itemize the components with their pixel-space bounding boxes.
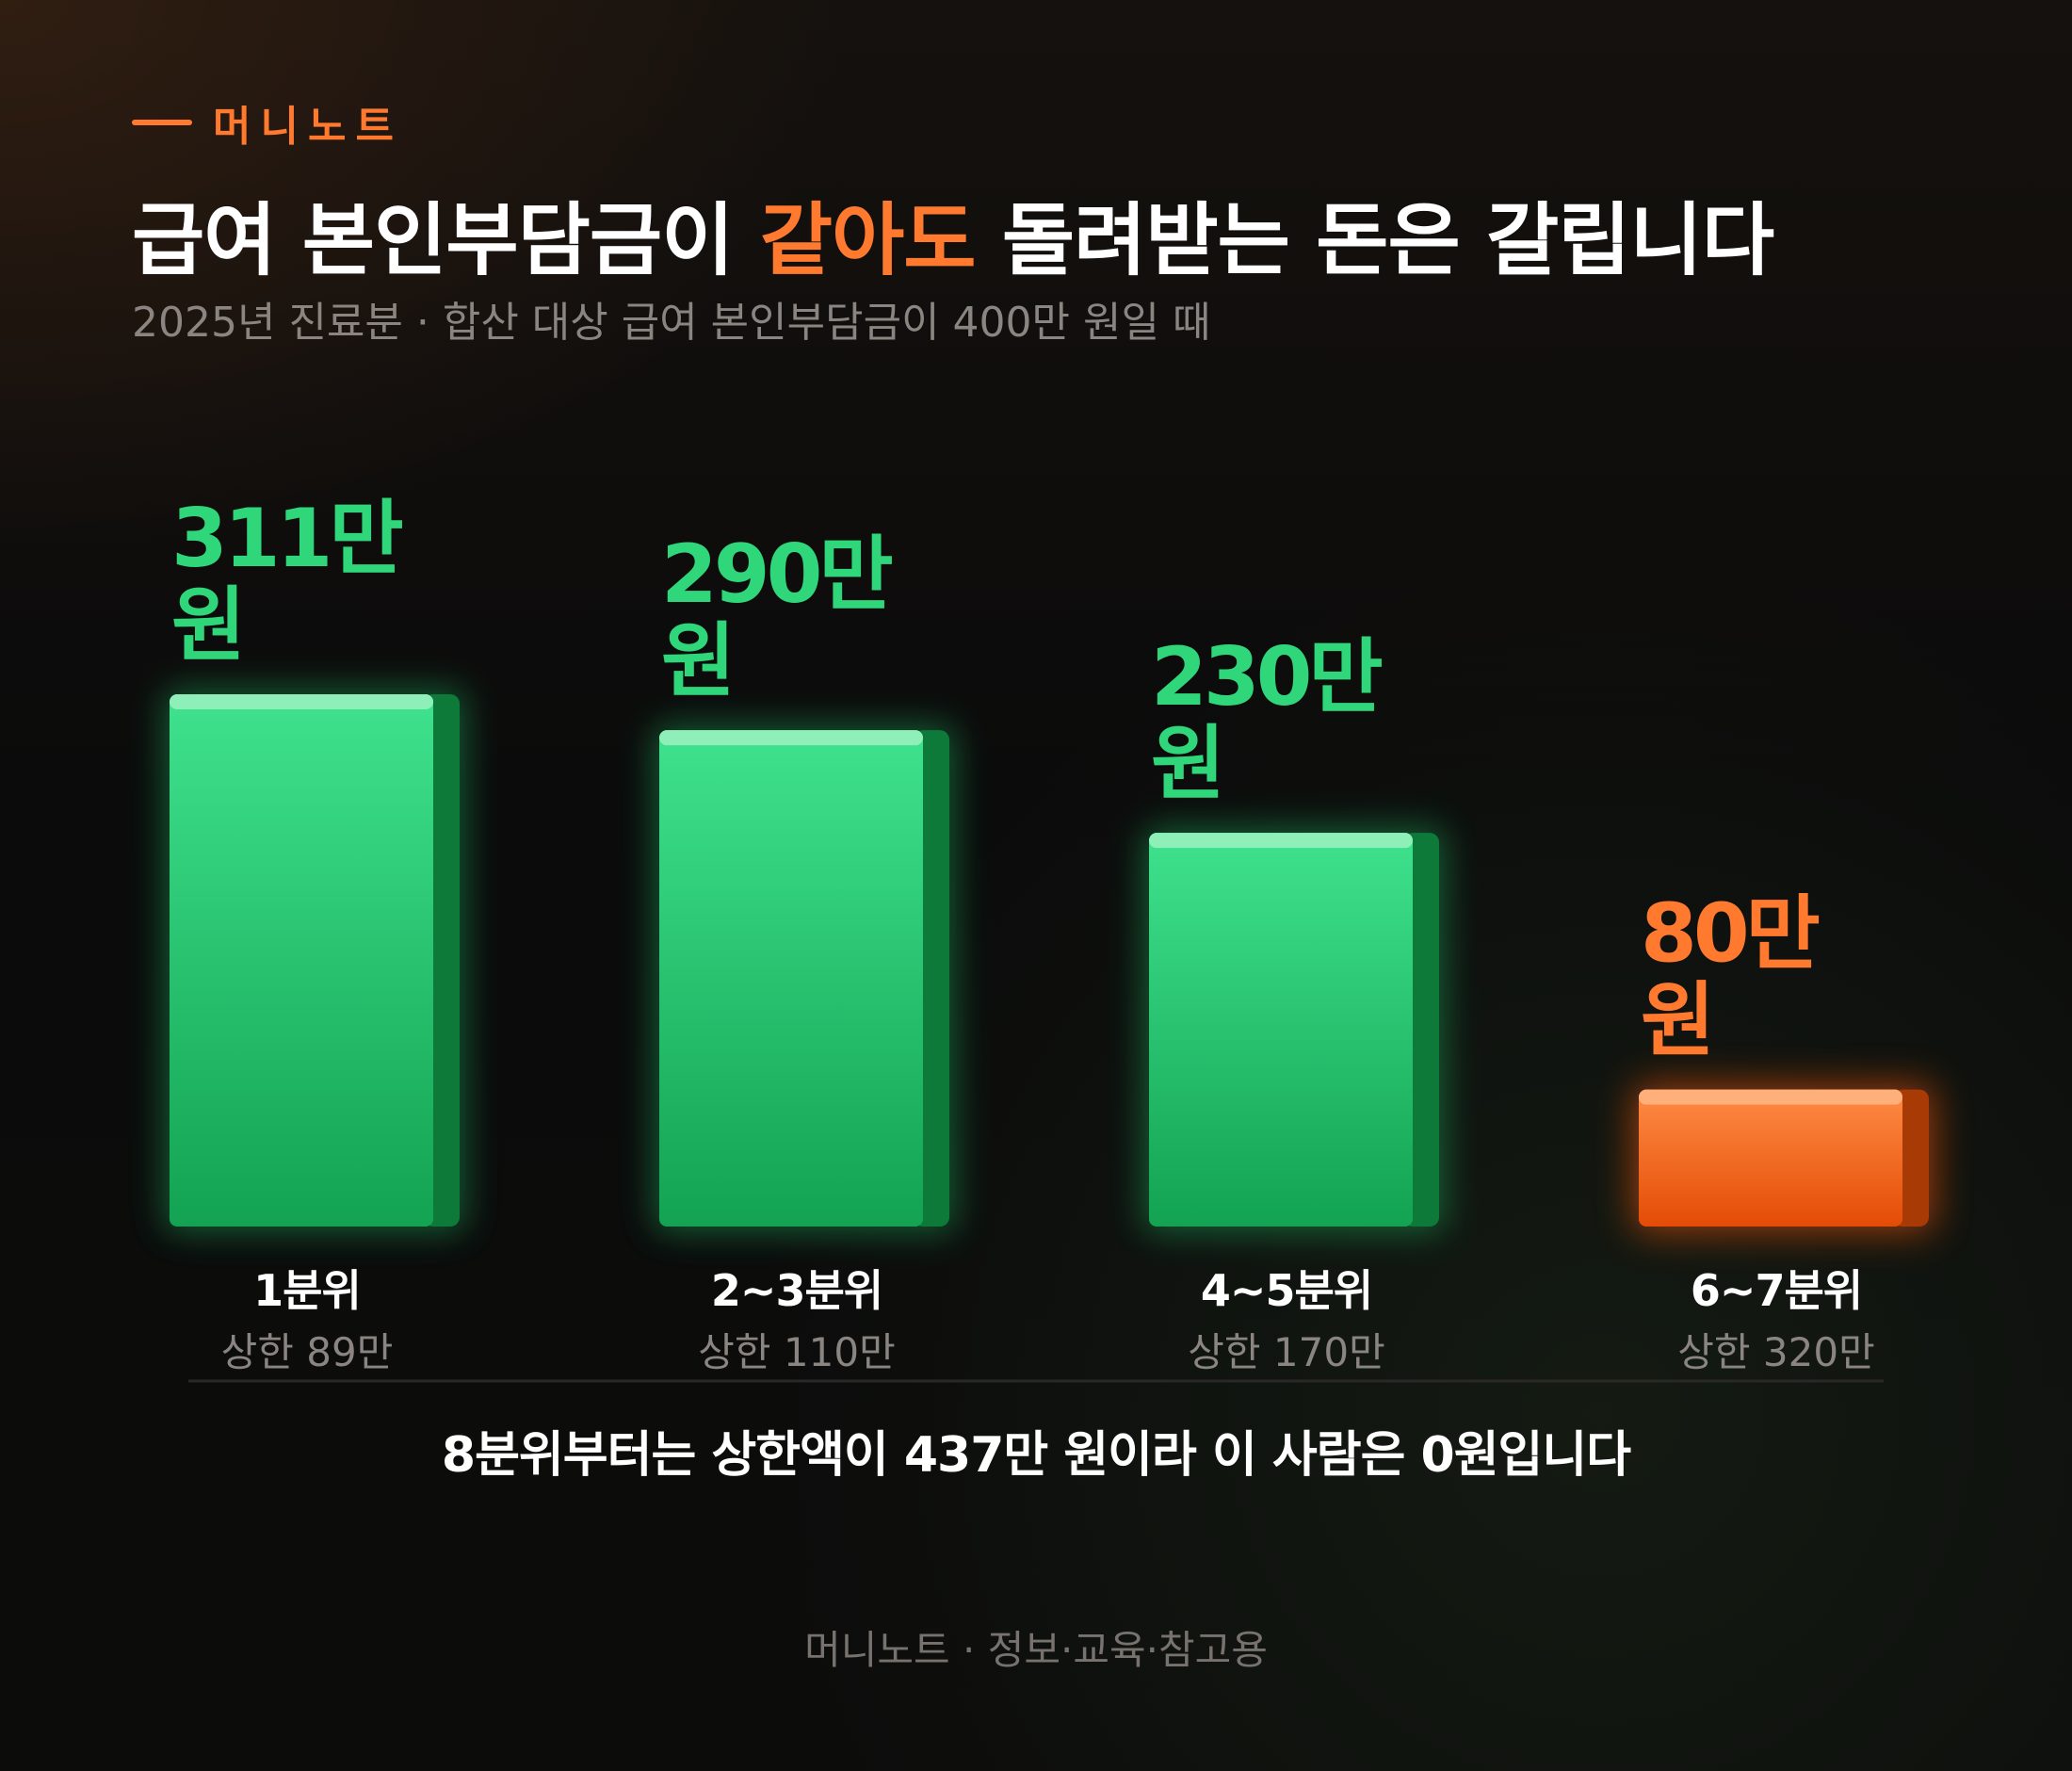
brand-header: 머니노트 [132, 94, 403, 151]
title-highlight: 같아도 [759, 194, 977, 286]
bar-top-highlight [170, 694, 433, 710]
title-after: 돌려받는 돈은 갈립니다 [975, 194, 1774, 286]
bar [1149, 833, 1413, 1227]
cap-label: 상한 89만 [221, 1329, 394, 1375]
bar-value-label: 311만 [171, 492, 403, 586]
page-title: 급여 본인부담금이 같아도 돌려받는 돈은 갈립니다 [132, 177, 1774, 291]
bar-value-label: 80만 [1641, 887, 1820, 982]
brand-accent-line [132, 120, 192, 125]
bar-top-highlight [1639, 1089, 1902, 1105]
category-label: 2~3분위 [711, 1265, 882, 1316]
bar-value-label: 원 [661, 614, 732, 708]
bar-top-highlight [659, 730, 923, 746]
bar-value-label: 원 [1151, 717, 1222, 811]
category-label: 1분위 [253, 1265, 361, 1316]
bar-value-label: 230만 [1151, 630, 1383, 724]
bar-value-label: 290만 [661, 528, 893, 622]
bar [1639, 1089, 1902, 1227]
bar [170, 694, 433, 1227]
note-text: 8분위부터는 상한액이 437만 원이라 이 사람은 0원입니다 [441, 1427, 1631, 1484]
bar-value-label: 원 [171, 578, 242, 673]
title-before: 급여 본인부담금이 [132, 194, 760, 286]
bar [659, 730, 923, 1227]
category-label: 6~7분위 [1691, 1265, 1862, 1316]
bar-value-label: 원 [1641, 974, 1711, 1068]
category-label: 4~5분위 [1201, 1265, 1372, 1316]
footer-text: 머니노트 · 정보·교육·참고용 [804, 1627, 1268, 1673]
cap-label: 상한 320만 [1677, 1329, 1874, 1375]
bar-top-highlight [1149, 833, 1413, 849]
cap-label: 상한 170만 [1188, 1329, 1384, 1375]
cap-label: 상한 110만 [698, 1329, 895, 1375]
brand-name: 머니노트 [213, 103, 403, 151]
page-subtitle: 2025년 진료분 · 합산 대상 급여 본인부담금이 400만 원일 때 [132, 299, 1211, 347]
